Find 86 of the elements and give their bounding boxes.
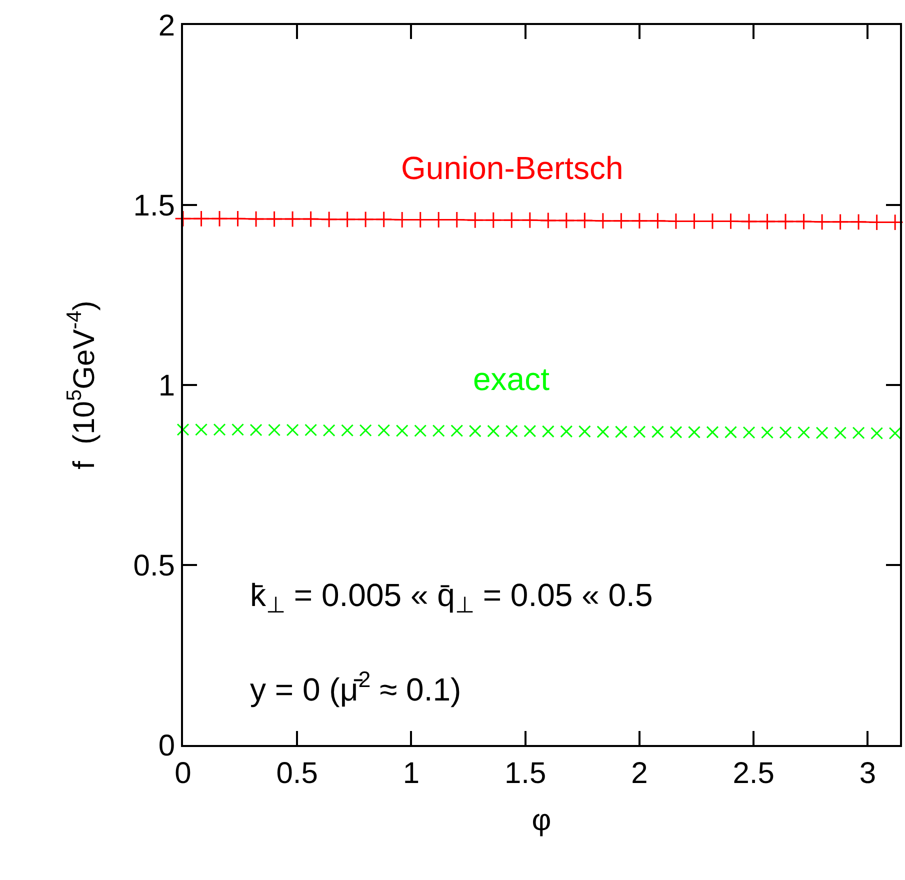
point xyxy=(850,213,867,230)
point xyxy=(359,424,372,437)
x-tick-label: 1.5 xyxy=(504,757,546,790)
point xyxy=(322,424,336,437)
point xyxy=(558,212,575,229)
point xyxy=(596,426,610,438)
point xyxy=(834,426,847,440)
point xyxy=(487,424,500,438)
x-tick-label: 3 xyxy=(859,757,876,790)
point xyxy=(268,424,281,436)
point xyxy=(211,210,228,228)
y-tick-label: 2 xyxy=(158,10,175,42)
point xyxy=(758,213,776,230)
point xyxy=(192,210,210,228)
point xyxy=(468,424,482,438)
point xyxy=(195,423,208,436)
point xyxy=(540,212,557,229)
point xyxy=(614,426,628,438)
point xyxy=(302,210,320,228)
point xyxy=(832,213,849,230)
point xyxy=(542,425,554,438)
point xyxy=(338,210,356,228)
point xyxy=(560,425,573,438)
point xyxy=(505,424,518,438)
y-tick-label: 1 xyxy=(158,370,175,402)
point xyxy=(176,423,190,436)
point xyxy=(414,424,427,437)
y-tick-label: 0.5 xyxy=(133,550,175,582)
point xyxy=(450,424,464,437)
series-label: Gunion-Bertsch xyxy=(401,150,624,186)
annotation: y = 0 (μ̄$^{2}$ ≈ 0.1) xyxy=(250,667,462,708)
point xyxy=(213,423,226,436)
annotation: k̄$_{⊥}$ = 0.005 « q̄$_{⊥}$ = 0.05 « 0.5 xyxy=(250,577,653,618)
series-label: exact xyxy=(473,361,550,397)
point xyxy=(888,426,902,440)
point xyxy=(432,424,445,437)
point xyxy=(578,425,591,438)
x-tick-label: 2.5 xyxy=(732,757,774,790)
point xyxy=(266,210,283,228)
point xyxy=(341,424,354,437)
point xyxy=(870,426,884,440)
point xyxy=(798,426,810,439)
point xyxy=(816,426,828,440)
point xyxy=(484,212,502,229)
point xyxy=(631,212,648,230)
point xyxy=(576,212,594,229)
point xyxy=(740,213,758,230)
point xyxy=(594,212,612,230)
point xyxy=(229,210,246,228)
x-tick-label: 0.5 xyxy=(276,757,318,790)
point xyxy=(633,426,646,438)
point xyxy=(649,212,666,230)
point xyxy=(286,424,299,436)
point xyxy=(852,426,865,440)
point xyxy=(651,426,664,438)
point xyxy=(612,212,630,230)
point xyxy=(688,426,700,438)
point xyxy=(396,424,408,437)
point xyxy=(670,426,682,438)
point xyxy=(724,426,737,438)
point xyxy=(814,213,830,230)
point xyxy=(761,426,774,439)
point xyxy=(320,210,338,228)
point xyxy=(524,424,536,438)
point xyxy=(779,426,792,439)
x-tick-label: 2 xyxy=(631,757,648,790)
point xyxy=(375,210,392,228)
y-tick-label: 0 xyxy=(158,730,175,762)
point xyxy=(378,424,390,437)
point xyxy=(795,213,812,230)
point xyxy=(250,424,262,436)
x-axis-title: φ xyxy=(532,804,552,837)
point xyxy=(777,213,794,230)
point xyxy=(521,212,538,229)
point xyxy=(742,426,756,439)
point xyxy=(503,212,520,229)
point xyxy=(466,212,484,229)
point xyxy=(174,210,192,228)
point xyxy=(706,426,719,438)
point xyxy=(357,210,374,228)
point xyxy=(232,423,244,436)
point xyxy=(304,424,318,436)
x-tick-label: 1 xyxy=(402,757,420,790)
point xyxy=(248,210,264,228)
y-tick-label: 1.5 xyxy=(133,190,175,222)
point xyxy=(284,210,301,228)
